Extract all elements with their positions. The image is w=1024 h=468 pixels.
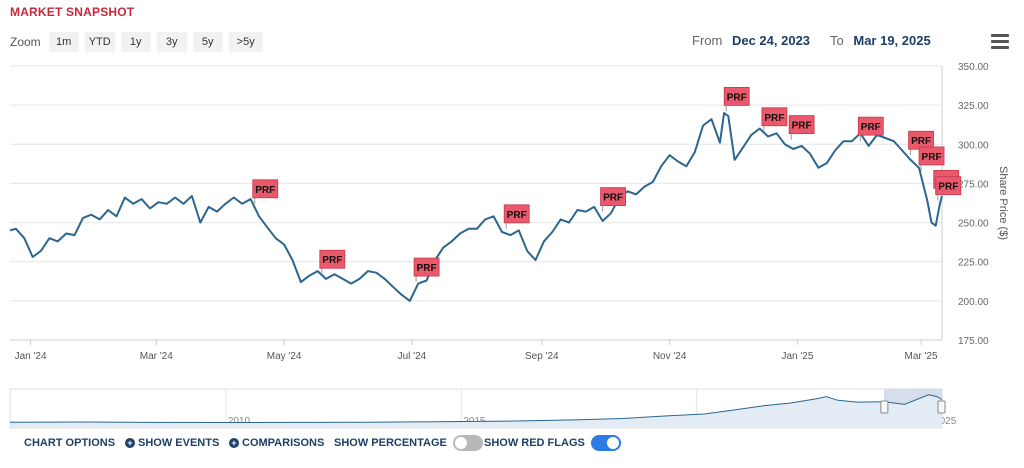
- flag-label: PRF: [938, 182, 958, 193]
- y-tick-label: 200.00: [958, 297, 989, 308]
- chart-options-label: CHART OPTIONS: [24, 437, 116, 449]
- navigator-year-label: 2025: [934, 416, 957, 427]
- y-axis-ticks: 175.00 200.00 225.00 250.00 275.00 300.00 325.…: [958, 62, 989, 347]
- flag-label: PRF: [911, 136, 931, 147]
- flag-box: [252, 179, 279, 199]
- navigator-area: [10, 394, 942, 428]
- x-tick-label: Sep '24: [525, 351, 559, 362]
- show-red-flags-label: SHOW RED FLAGS: [484, 437, 585, 449]
- date-range-to: To Mar 19, 2025: [830, 33, 931, 48]
- flag-label: PRF: [322, 255, 342, 266]
- chart-options-bar: CHART OPTIONS + SHOW EVENTS + COMPARISON…: [0, 430, 1024, 460]
- flag-label: PRF: [603, 193, 623, 204]
- comparisons-label: COMPARISONS: [242, 437, 325, 449]
- flag-box: [857, 116, 884, 136]
- red-flag-marker[interactable]: PRF: [723, 87, 750, 112]
- flag-box: [761, 107, 788, 127]
- to-label: To: [830, 33, 844, 48]
- x-tick-label: Mar '24: [140, 351, 173, 362]
- zoom-bar: Zoom 1m YTD 1y 3y 5y >5y: [10, 32, 263, 52]
- flag-label: PRF: [764, 113, 784, 124]
- navigator-handle[interactable]: [937, 400, 946, 414]
- navigator: 2010201520202025: [9, 388, 957, 429]
- zoom-1m-button[interactable]: 1m: [48, 32, 79, 52]
- date-range-from: From Dec 24, 2023: [692, 33, 810, 48]
- red-flag-marker[interactable]: PRF: [857, 116, 884, 142]
- comparisons-button[interactable]: + COMPARISONS: [229, 437, 324, 449]
- flag-box: [723, 87, 750, 106]
- red-flag-markers: PRFPRFPRFPRFPRFPRFPRFPRFPRFPRFPRFPRFPRF: [252, 87, 962, 283]
- flag-label: PRF: [727, 92, 747, 103]
- y-tick-label: 325.00: [958, 101, 989, 112]
- plus-icon: +: [229, 438, 239, 448]
- red-flag-marker[interactable]: PRF: [252, 179, 279, 204]
- x-tick-label: Mar '25: [905, 351, 938, 362]
- y-tick-label: 350.00: [958, 62, 989, 73]
- x-tick-label: Jul '24: [398, 351, 427, 362]
- zoom-5y-button[interactable]: 5y: [192, 32, 223, 52]
- flag-label: PRF: [417, 263, 437, 274]
- flag-label: PRF: [507, 210, 527, 221]
- show-events-button[interactable]: + SHOW EVENTS: [125, 437, 219, 449]
- toggle-knob: [606, 437, 619, 449]
- flag-box: [319, 249, 346, 269]
- red-flag-marker[interactable]: PRF: [918, 146, 945, 171]
- hamburger-menu-icon[interactable]: [991, 34, 1009, 49]
- red-flag-marker[interactable]: PRF: [935, 176, 962, 201]
- flag-box: [413, 257, 440, 277]
- toggle-knob: [454, 437, 467, 449]
- y-axis-label: Share Price ($): [997, 166, 1009, 240]
- zoom-label: Zoom: [10, 35, 41, 49]
- flag-box: [935, 176, 962, 196]
- red-flag-marker[interactable]: PRF: [761, 107, 788, 132]
- navigator-handle[interactable]: [880, 400, 889, 414]
- y-tick-label: 225.00: [958, 258, 989, 269]
- show-red-flags-toggle[interactable]: [590, 435, 621, 451]
- show-percentage-toggle[interactable]: [452, 435, 483, 451]
- red-flag-marker[interactable]: PRF: [788, 115, 815, 140]
- flag-box: [918, 146, 945, 166]
- x-tick-label: May '24: [267, 351, 302, 362]
- from-date-input[interactable]: Dec 24, 2023: [731, 33, 811, 48]
- share-price-chart: 175.00 200.00 225.00 250.00 275.00 300.00 325.…: [9, 62, 1009, 429]
- red-flag-marker[interactable]: PRF: [600, 187, 626, 212]
- zoom-3y-button[interactable]: 3y: [156, 32, 187, 52]
- y-tick-label: 175.00: [958, 336, 989, 347]
- red-flag-marker[interactable]: PRF: [503, 204, 530, 229]
- show-events-label: SHOW EVENTS: [138, 437, 220, 449]
- flag-box: [788, 115, 815, 134]
- x-tick-label: Jan '24: [15, 351, 47, 362]
- zoom-1y-button[interactable]: 1y: [120, 32, 151, 52]
- zoom-ytd-button[interactable]: YTD: [84, 32, 115, 52]
- show-percentage-option: SHOW PERCENTAGE: [334, 435, 483, 451]
- y-tick-label: 275.00: [958, 179, 989, 190]
- grid-lines: [10, 65, 943, 341]
- x-tick-label: Nov '24: [653, 351, 687, 362]
- flag-label: PRF: [255, 185, 275, 196]
- navigator-year-label: 2010: [228, 416, 251, 427]
- y-tick-label: 300.00: [958, 140, 989, 151]
- price-line-series: [9, 112, 943, 302]
- flag-box: [503, 204, 530, 224]
- show-percentage-label: SHOW PERCENTAGE: [334, 437, 447, 449]
- x-axis-ticks: Jan '24 Mar '24 May '24 Jul '24 Sep '24 Nov '…: [10, 339, 942, 362]
- flag-label: PRF: [922, 152, 942, 163]
- red-flag-marker[interactable]: PRF: [319, 249, 346, 275]
- flag-box: [600, 187, 626, 207]
- red-flag-marker[interactable]: PRF: [413, 257, 440, 283]
- x-tick-label: Jan '25: [781, 351, 813, 362]
- chart-options-button[interactable]: CHART OPTIONS: [24, 437, 115, 449]
- page-title: MARKET SNAPSHOT: [10, 5, 135, 19]
- from-label: From: [692, 33, 723, 48]
- y-tick-label: 250.00: [958, 219, 989, 230]
- show-red-flags-option: SHOW RED FLAGS: [484, 435, 621, 451]
- zoom-max-button[interactable]: >5y: [228, 32, 263, 52]
- to-date-input[interactable]: Mar 19, 2025: [853, 33, 931, 48]
- flag-label: PRF: [861, 122, 881, 133]
- plus-icon: +: [125, 438, 135, 448]
- flag-label: PRF: [792, 121, 812, 132]
